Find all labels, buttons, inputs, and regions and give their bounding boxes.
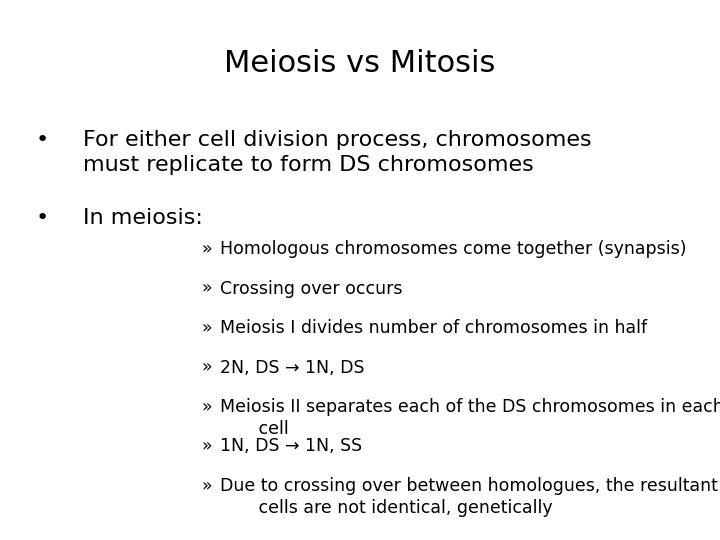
Text: Due to crossing over between homologues, the resultant
       cells are not iden: Due to crossing over between homologues,…: [220, 477, 717, 517]
Text: In meiosis:: In meiosis:: [83, 208, 202, 228]
Text: For either cell division process, chromosomes
must replicate to form DS chromoso: For either cell division process, chromo…: [83, 130, 591, 175]
Text: 1N, DS → 1N, SS: 1N, DS → 1N, SS: [220, 437, 361, 455]
Text: Meiosis II separates each of the DS chromosomes in each
       cell: Meiosis II separates each of the DS chro…: [220, 398, 720, 438]
Text: Meiosis vs Mitosis: Meiosis vs Mitosis: [225, 49, 495, 78]
Text: •: •: [36, 130, 49, 150]
Text: »: »: [202, 359, 212, 376]
Text: Homologous chromosomes come together (synapsis): Homologous chromosomes come together (sy…: [220, 240, 686, 258]
Text: 2N, DS → 1N, DS: 2N, DS → 1N, DS: [220, 359, 364, 376]
Text: »: »: [202, 240, 212, 258]
Text: »: »: [202, 398, 212, 416]
Text: »: »: [202, 280, 212, 298]
Text: »: »: [202, 319, 212, 337]
Text: Meiosis I divides number of chromosomes in half: Meiosis I divides number of chromosomes …: [220, 319, 647, 337]
Text: »: »: [202, 477, 212, 495]
Text: »: »: [202, 437, 212, 455]
Text: Crossing over occurs: Crossing over occurs: [220, 280, 402, 298]
Text: •: •: [36, 208, 49, 228]
